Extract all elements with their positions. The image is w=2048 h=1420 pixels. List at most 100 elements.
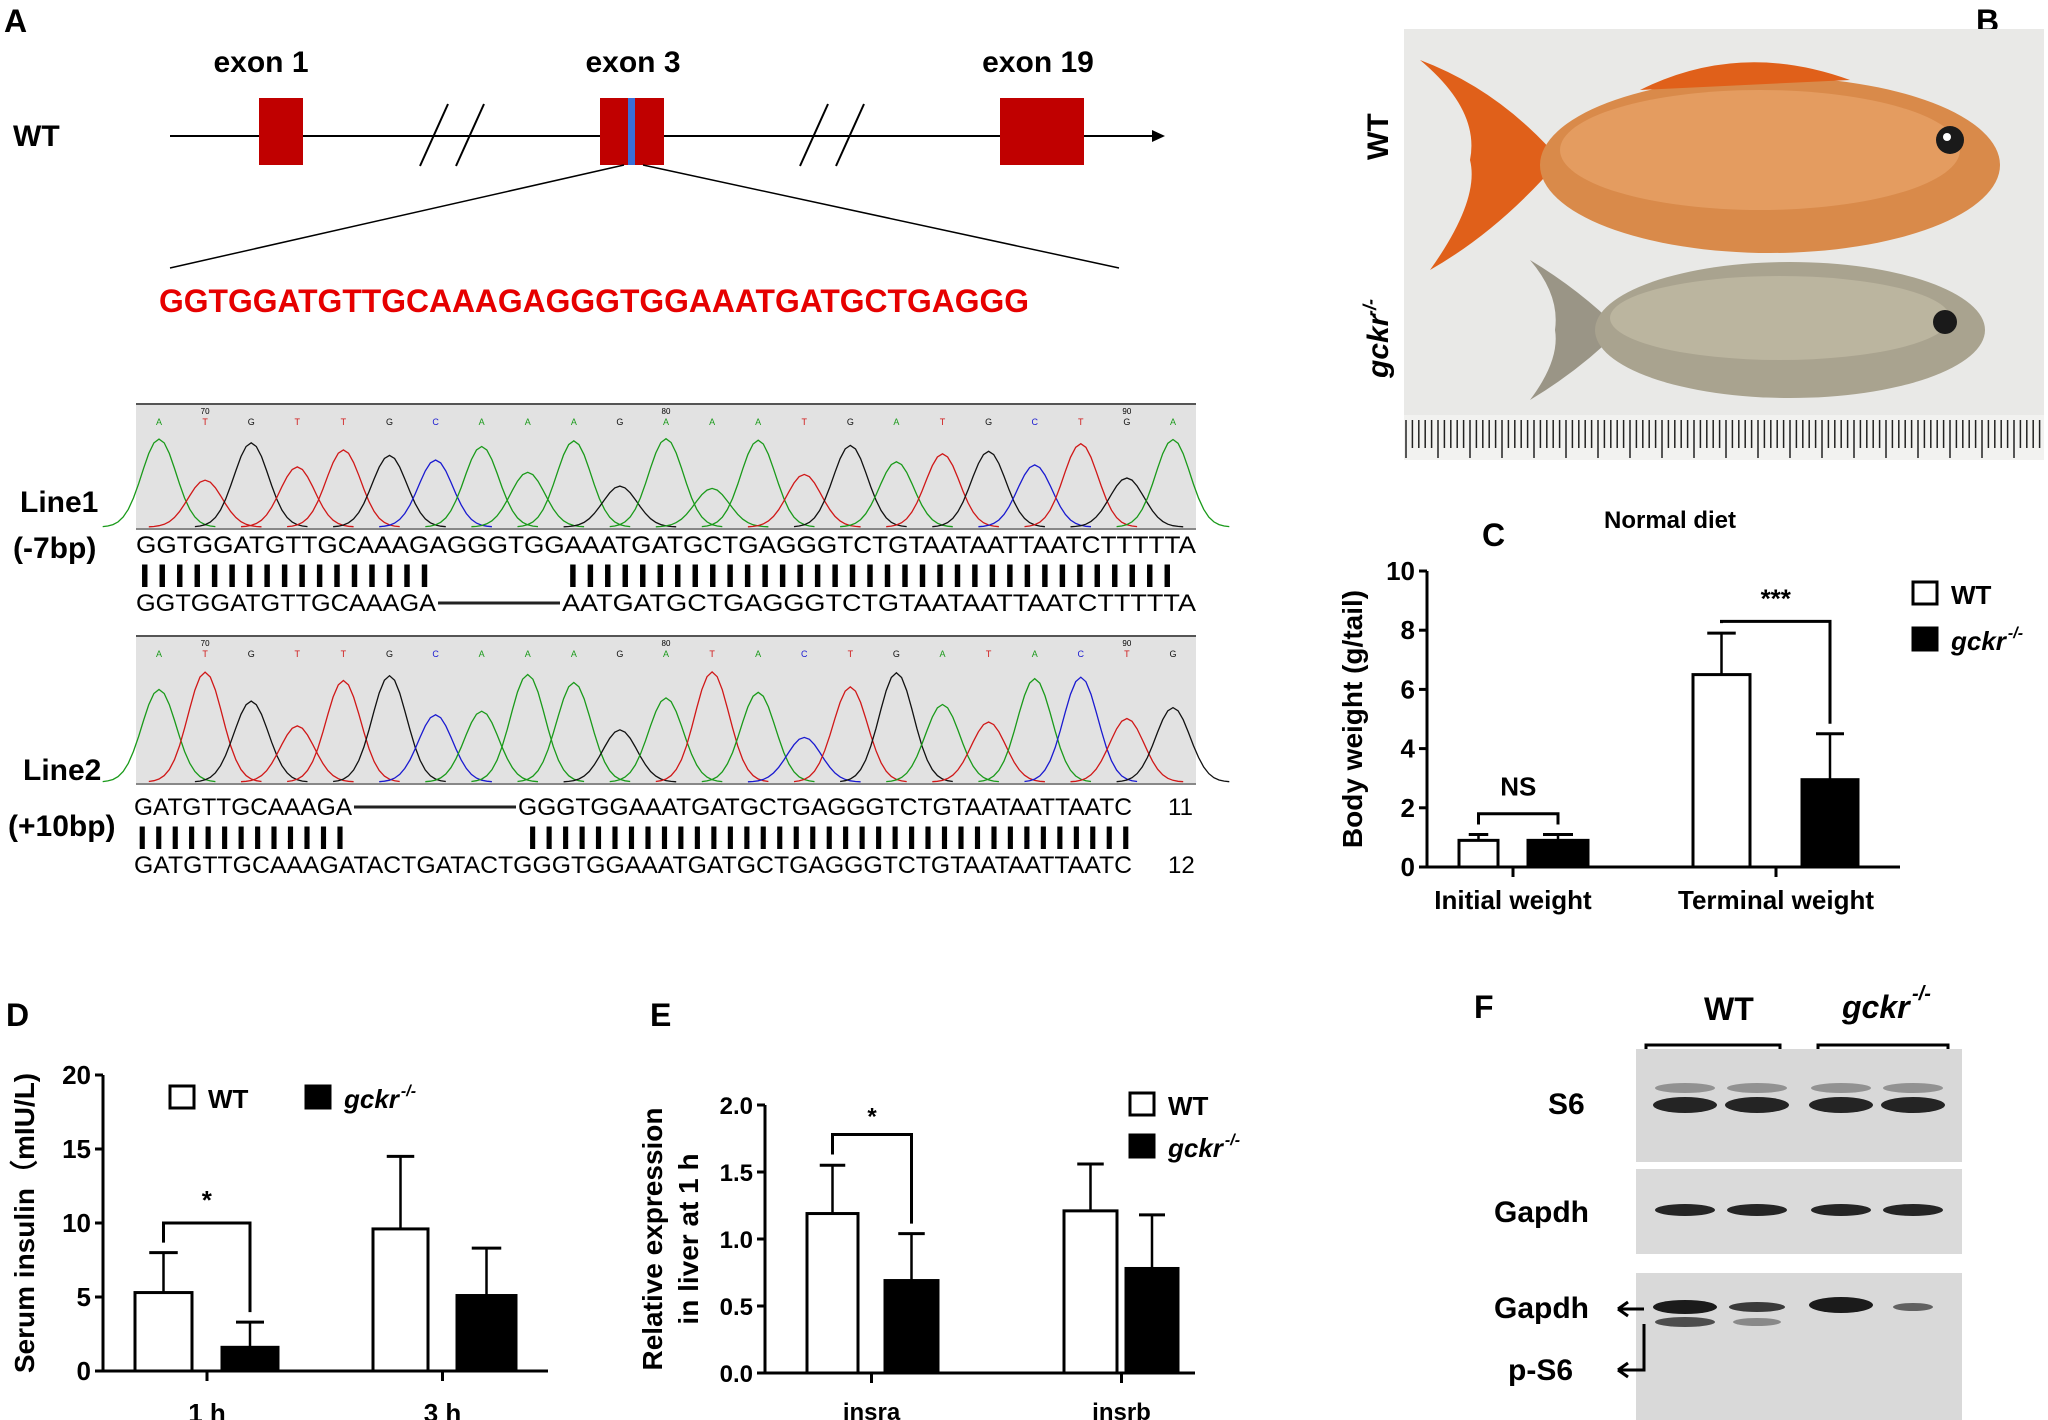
base-call: A <box>479 417 485 427</box>
western-blot: WT gckr -/- S6 Gapdh Gapdh p-S6 <box>1494 983 1962 1420</box>
trace-peak <box>425 445 539 528</box>
trace-peak <box>701 439 815 528</box>
x-tick-label: insrb <box>1092 1399 1151 1420</box>
target-sequence: GGTGGATGTTGCAAAGAGGGTGGAAATGATGCTGAGGG <box>159 283 1029 319</box>
base-call: A <box>755 649 761 659</box>
mutant-sequence-right: AATGATGCTGAGGGTCTGTAATAATTAATCTTTTTA <box>562 590 1196 617</box>
zoom-line-left <box>169 164 625 269</box>
blot-band <box>1653 1300 1717 1314</box>
base-call: C <box>801 649 808 659</box>
significance-label: * <box>202 1185 213 1215</box>
position-number: 90 <box>1122 407 1131 416</box>
blot-band <box>1733 1318 1781 1326</box>
alignment-line1: GGTGGATGTTGCAAAGAGGGTGGAAATGATGCTGAGGGTC… <box>136 532 1196 617</box>
arrow-p-s6-icon <box>1617 1324 1646 1379</box>
legend-label: gckr <box>1950 626 2008 656</box>
trace-peak <box>1070 477 1184 528</box>
trace-peak <box>655 487 769 528</box>
y-tick-label: 10 <box>62 1208 91 1238</box>
bar-gckr <box>220 1345 280 1373</box>
base-call: T <box>802 417 808 427</box>
bar-gckr <box>455 1294 518 1373</box>
trace-peak <box>793 444 907 528</box>
base-call: T <box>202 649 208 659</box>
y-tick-label: 0.5 <box>720 1294 753 1321</box>
trace-peak <box>932 450 1045 528</box>
chromatogram-line2: A T G T T G C A A A G A T A C T G A T A C T G 70 80 90 <box>102 635 1230 785</box>
gene-diagram: WT exon 1 exon 3 exon 19 GGTGGATGTTGCAAA… <box>13 46 1165 319</box>
y-tick-label: 5 <box>77 1282 91 1312</box>
base-call: A <box>156 417 162 427</box>
legend-swatch <box>1911 580 1939 606</box>
photo-wt-label: WT <box>1362 113 1395 160</box>
trace-peak <box>333 674 446 783</box>
base-call: A <box>663 417 669 427</box>
legend-label: gckr <box>343 1084 401 1114</box>
trace-peak <box>1070 717 1184 783</box>
alignment-match: ||||||||||||||||| ||||||||||||||||||||||… <box>136 561 1176 588</box>
bar-gckr <box>1800 778 1860 869</box>
trace-peak <box>609 697 723 783</box>
base-call: G <box>847 417 854 427</box>
blot-band <box>1655 1317 1715 1327</box>
line1-label: Line1 <box>20 486 98 519</box>
significance-label: * <box>867 1103 877 1130</box>
significance-label: NS <box>1500 772 1536 802</box>
trace-peak <box>333 454 446 528</box>
chart-insr-expression: 0.0 0.5 1.0 1.5 2.0 insra insrb * Relative expre… <box>637 1091 1240 1420</box>
legend-label: gckr <box>1167 1133 1225 1163</box>
legend-label: WT <box>208 1084 249 1114</box>
position-number: 70 <box>201 407 210 416</box>
blot-row-label-s6: S6 <box>1548 1088 1585 1121</box>
significance-bracket <box>1720 619 1832 724</box>
blot-band <box>1727 1204 1787 1216</box>
legend-swatch <box>1128 1133 1156 1159</box>
base-call: A <box>525 649 531 659</box>
blot-band <box>1653 1097 1717 1113</box>
trace-peak <box>194 700 308 783</box>
trace-peak <box>978 677 1092 783</box>
chromatogram-line1: A T G T T G C A A A G A A A T G A T G C T G A 70 80 90 <box>102 403 1230 530</box>
chart-title: Normal diet <box>1604 507 1736 534</box>
base-call: G <box>893 649 900 659</box>
base-call: A <box>571 417 577 427</box>
line1-mutation: (-7bp) <box>13 532 96 565</box>
trace-peak <box>148 479 262 528</box>
legend-superscript: -/- <box>1225 1132 1240 1149</box>
blot-band <box>1881 1097 1945 1113</box>
significance-bracket <box>162 1221 252 1313</box>
mutant-sequence: GATGTTGCAAAGATACTGATACTGGGTGGAAATGATGCTG… <box>134 852 1132 879</box>
y-tick-label: 2 <box>1401 793 1415 823</box>
trace-peak <box>102 438 216 528</box>
base-call: C <box>432 649 439 659</box>
trace-peak <box>840 461 953 528</box>
position-number: 80 <box>662 407 671 416</box>
trace-peak <box>886 703 999 783</box>
mutant-sequence-left: GGTGGATGTTGCAAAGA <box>136 590 436 617</box>
base-call: G <box>248 649 255 659</box>
blot-row-label-gapdh-2: Gapdh <box>1494 1292 1589 1325</box>
y-axis-label: Body weight (g/tail) <box>1337 590 1368 848</box>
trace-peak <box>1024 676 1138 783</box>
y-tick-label: 2.0 <box>720 1093 753 1120</box>
y-tick-label: 8 <box>1401 615 1415 645</box>
trace-peak <box>517 439 631 528</box>
base-call: T <box>986 649 992 659</box>
legend-swatch <box>304 1084 332 1110</box>
ruler <box>1404 415 2044 460</box>
blot-band <box>1655 1204 1715 1216</box>
alignment-match: ||||||||||||| ||||||||||||||||||||||||||… <box>134 823 1134 850</box>
trace-peak <box>287 449 400 528</box>
trace-peak <box>471 673 585 783</box>
blot-row-label-p-s6: p-S6 <box>1508 1354 1573 1387</box>
trace-peak <box>747 736 861 783</box>
panel-label-d: D <box>6 997 29 1033</box>
legend-swatch <box>1128 1091 1156 1117</box>
break-marks <box>419 103 865 167</box>
wt-fish <box>1420 60 2000 270</box>
trace-peak <box>932 721 1045 783</box>
trace-peak <box>425 710 539 783</box>
trace-peak <box>1116 438 1230 528</box>
base-call: A <box>663 649 669 659</box>
